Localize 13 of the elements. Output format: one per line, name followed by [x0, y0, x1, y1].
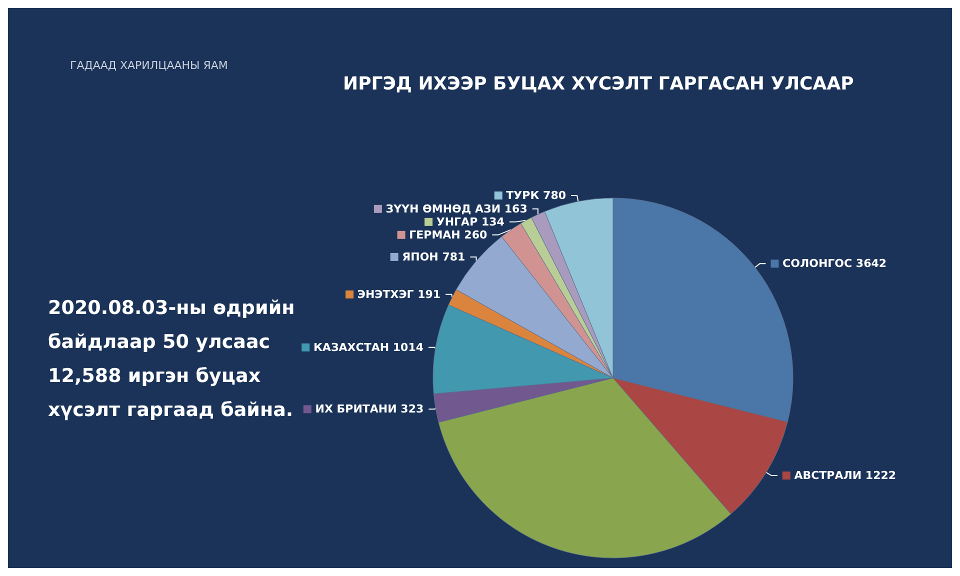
chart-title: ИРГЭД ИХЭЭР БУЦАХ ХҮСЭЛТ ГАРГАСАН УЛСААР: [343, 74, 854, 94]
legend-label: СОЛОНГОС 3642: [778, 257, 887, 270]
legend-label: ЗҮҮН ӨМНӨД АЗИ 163: [382, 202, 528, 216]
legend-label: ТУРК 780: [502, 189, 566, 202]
legend-label: АВСТРАЛИ 1222: [790, 469, 896, 482]
legend-label: ЭНЭТХЭГ 191: [354, 288, 441, 301]
legend-label: УНГАР 134: [432, 215, 505, 228]
legend-label: КАЗАХСТАН 1014: [310, 340, 424, 354]
legend-label: ЯПОН 781: [398, 250, 466, 264]
legend-label: ГЕРМАН 260: [405, 228, 488, 242]
legend-label: ИХ БРИТАНИ 323: [311, 402, 424, 416]
text: ГАДААД ХАРИЛЦААНЫ ЯАМ: [70, 59, 228, 72]
text: 2020.08.03-ны өдрийн байдлаар 50 улсаас 12,588 иргэн буцах хүсэлт гаргаад байна.: [48, 297, 295, 421]
